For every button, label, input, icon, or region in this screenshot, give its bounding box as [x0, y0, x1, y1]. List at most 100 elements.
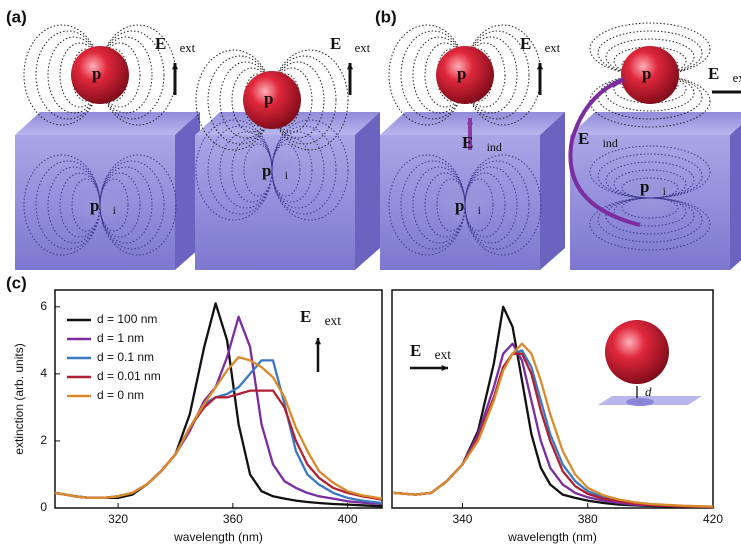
field-line: [597, 74, 703, 120]
panel-label: (b): [375, 7, 397, 26]
vector-label: E⃗ext: [708, 64, 741, 85]
vector-label: p⃗: [264, 89, 287, 108]
vector-label: p⃗: [642, 64, 665, 83]
symbol: p⃗: [455, 196, 478, 215]
vector-label: E⃗ext: [410, 341, 451, 362]
field-line: [621, 74, 679, 96]
series-line: [393, 342, 714, 508]
field-line: [271, 67, 313, 133]
nanoparticle: [243, 71, 301, 129]
subscript: i: [478, 205, 481, 217]
vector-label: E⃗ind: [578, 129, 618, 150]
vector-label: p⃗: [92, 64, 115, 83]
x-axis-label: wavelength (nm): [507, 530, 597, 544]
field-line: [464, 154, 542, 256]
inset-label: d: [645, 384, 652, 399]
subscript: ext: [435, 347, 452, 362]
induced-arc: [568, 78, 641, 227]
arrow-head: [536, 63, 544, 70]
slab-side: [730, 124, 741, 270]
field-line: [605, 197, 695, 235]
x-tick-label: 400: [338, 512, 358, 526]
subscript: i: [285, 170, 288, 182]
vector-label: E⃗ext: [520, 34, 561, 55]
slab-side: [175, 112, 200, 270]
field-line: [589, 197, 711, 251]
arrow-head: [466, 118, 474, 125]
vector-label: E⃗ext: [300, 307, 341, 328]
vector-label: E⃗ext: [155, 34, 196, 55]
field-line: [613, 169, 687, 199]
field-line: [271, 131, 325, 209]
field-line: [605, 74, 695, 112]
field-line: [195, 119, 273, 221]
inset-image: [626, 398, 654, 406]
plot-frame: [391, 289, 714, 509]
slab-top: [15, 112, 200, 135]
subscript: i: [663, 186, 666, 198]
vector-label: p⃗i: [455, 196, 481, 217]
x-tick-label: 420: [703, 512, 723, 526]
symbol: E⃗: [410, 341, 435, 360]
panel-label: (c): [6, 273, 27, 292]
illustration: p⃗p⃗ip⃗p⃗ip⃗p⃗ip⃗p⃗i(a) (b)E⃗ext E⃗ext E⃗ex…: [6, 7, 741, 270]
field-line: [99, 172, 141, 238]
x-tick-label: 340: [452, 512, 472, 526]
slab-side: [355, 112, 380, 270]
symbol: p⃗: [640, 177, 663, 196]
x-axis-label: wavelength (nm): [173, 530, 263, 544]
symbol: E⃗: [300, 307, 325, 326]
field-line: [388, 154, 466, 256]
symbol: p⃗: [264, 89, 287, 108]
field-line: [271, 137, 313, 203]
arrow-head: [617, 79, 624, 85]
x-tick-label: 380: [578, 512, 598, 526]
vector-label: p⃗i: [640, 177, 666, 198]
subscript: ext: [733, 71, 741, 85]
vector-label: p⃗i: [90, 196, 116, 217]
subscript: ext: [545, 41, 561, 55]
subscript: ext: [325, 313, 342, 328]
panel-label: (a): [6, 7, 27, 26]
subscript: ind: [487, 140, 502, 154]
nanoparticle: [436, 46, 494, 104]
nanoparticle: [71, 46, 129, 104]
subscript: i: [113, 205, 116, 217]
field-line: [464, 166, 518, 244]
series-line: [54, 302, 383, 508]
field-line: [605, 38, 695, 76]
legend-label: d = 0 nm: [97, 388, 144, 402]
vector-label: E⃗ext: [330, 34, 371, 55]
symbol: p⃗: [642, 64, 665, 83]
field-line: [621, 177, 679, 199]
vector-label: E⃗ind: [462, 133, 502, 154]
arrow-head: [171, 63, 179, 70]
y-tick-label: 2: [40, 433, 47, 447]
symbol: p⃗: [92, 64, 115, 83]
x-tick-label: 360: [223, 512, 243, 526]
symbol: E⃗: [708, 64, 733, 83]
vector-label: p⃗: [457, 64, 480, 83]
subscript: ext: [355, 41, 371, 55]
series-line: [54, 355, 383, 500]
inset-particle: [605, 320, 669, 384]
field-line: [464, 172, 506, 238]
symbol: p⃗: [262, 161, 285, 180]
plot-frame: [54, 289, 383, 509]
vector-label: p⃗i: [262, 161, 288, 182]
symbol: E⃗: [520, 34, 545, 53]
y-tick-label: 0: [40, 500, 47, 514]
x-tick-label: 320: [108, 512, 128, 526]
y-tick-label: 4: [40, 366, 47, 380]
subscript: ext: [180, 41, 196, 55]
field-line: [23, 154, 101, 256]
series-line: [393, 349, 714, 508]
legend-label: d = 1 nm: [97, 331, 144, 345]
y-axis-label: extinction (arb. units): [12, 343, 26, 454]
symbol: E⃗: [155, 34, 180, 53]
field-line: [271, 61, 325, 139]
symbol: E⃗: [462, 133, 487, 152]
field-line: [621, 54, 679, 76]
y-tick-label: 6: [40, 299, 47, 313]
symbol: E⃗: [578, 129, 603, 148]
